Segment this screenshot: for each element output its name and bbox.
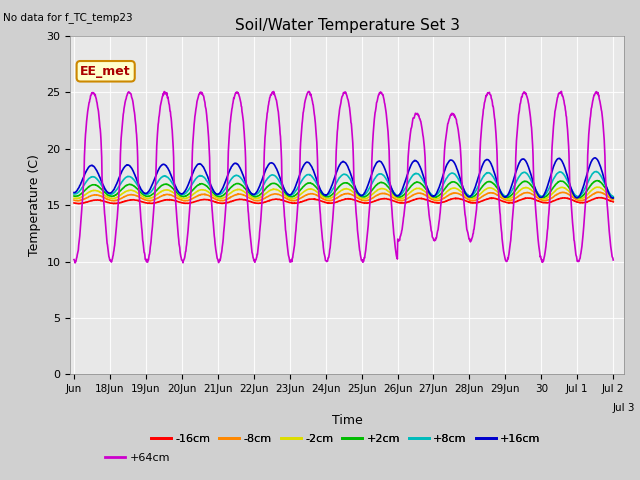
- -16cm: [300, 198, 307, 204]
- +8cm: [377, 171, 385, 177]
- +64cm: [112, 227, 120, 233]
- +64cm: [310, 111, 318, 117]
- +8cm: [134, 182, 141, 188]
- -8cm: [70, 197, 78, 203]
- +8cm: [310, 176, 318, 182]
- +16cm: [134, 180, 141, 185]
- +2cm: [320, 192, 328, 198]
- -8cm: [320, 196, 328, 202]
- -16cm: [378, 196, 385, 202]
- +8cm: [592, 168, 600, 174]
- Y-axis label: Temperature (C): Temperature (C): [28, 154, 41, 256]
- -8cm: [595, 189, 602, 195]
- +2cm: [593, 178, 601, 183]
- -8cm: [310, 192, 318, 197]
- Line: -2cm: -2cm: [74, 187, 613, 199]
- +16cm: [609, 195, 617, 201]
- +16cm: [112, 183, 120, 189]
- +64cm: [70, 257, 78, 263]
- -2cm: [320, 194, 328, 200]
- +16cm: [310, 169, 318, 175]
- +16cm: [591, 155, 598, 161]
- +8cm: [609, 194, 617, 200]
- Line: +8cm: +8cm: [74, 171, 613, 197]
- -16cm: [70, 200, 78, 206]
- Legend: +64cm: +64cm: [100, 448, 175, 467]
- Title: Soil/Water Temperature Set 3: Soil/Water Temperature Set 3: [235, 18, 460, 34]
- -2cm: [112, 195, 120, 201]
- -2cm: [504, 196, 512, 202]
- +2cm: [310, 182, 318, 188]
- +2cm: [299, 184, 307, 190]
- -8cm: [378, 191, 385, 196]
- +64cm: [320, 250, 328, 256]
- -2cm: [377, 186, 385, 192]
- +2cm: [112, 192, 120, 198]
- -8cm: [134, 193, 141, 199]
- +16cm: [320, 192, 328, 197]
- Line: +2cm: +2cm: [74, 180, 613, 198]
- +64cm: [134, 176, 142, 181]
- +2cm: [70, 193, 78, 199]
- +8cm: [112, 188, 120, 194]
- +2cm: [134, 186, 141, 192]
- -2cm: [593, 184, 601, 190]
- +2cm: [377, 180, 385, 185]
- -16cm: [75, 201, 83, 206]
- -8cm: [147, 198, 154, 204]
- X-axis label: Time: Time: [332, 414, 363, 427]
- +2cm: [609, 194, 617, 200]
- +8cm: [320, 191, 328, 197]
- +8cm: [299, 176, 307, 182]
- Text: No data for f_TC_temp23: No data for f_TC_temp23: [3, 12, 133, 23]
- +16cm: [377, 159, 385, 165]
- Line: -16cm: -16cm: [74, 198, 613, 204]
- -16cm: [598, 195, 605, 201]
- -2cm: [70, 195, 78, 201]
- -8cm: [300, 193, 307, 199]
- +64cm: [609, 257, 617, 263]
- -2cm: [299, 190, 307, 195]
- +16cm: [609, 195, 617, 201]
- -2cm: [310, 187, 318, 193]
- Line: +64cm: +64cm: [74, 91, 613, 263]
- +16cm: [70, 190, 78, 195]
- +16cm: [299, 164, 307, 170]
- -8cm: [609, 197, 617, 203]
- +64cm: [71, 260, 79, 266]
- -16cm: [134, 198, 142, 204]
- Line: -8cm: -8cm: [74, 192, 613, 201]
- +64cm: [300, 110, 307, 116]
- +8cm: [70, 191, 78, 197]
- -2cm: [134, 190, 141, 196]
- Line: +16cm: +16cm: [74, 158, 613, 198]
- Text: Jul 3: Jul 3: [612, 403, 636, 413]
- -16cm: [112, 201, 120, 206]
- +8cm: [609, 194, 617, 200]
- -16cm: [310, 197, 318, 203]
- -16cm: [320, 199, 328, 205]
- +64cm: [557, 88, 565, 94]
- -2cm: [609, 196, 617, 202]
- +2cm: [576, 195, 584, 201]
- +64cm: [378, 90, 385, 96]
- Text: EE_met: EE_met: [81, 65, 131, 78]
- -16cm: [609, 199, 617, 205]
- -8cm: [112, 198, 120, 204]
- Legend: -16cm, -8cm, -2cm, +2cm, +8cm, +16cm: -16cm, -8cm, -2cm, +2cm, +8cm, +16cm: [147, 429, 545, 448]
